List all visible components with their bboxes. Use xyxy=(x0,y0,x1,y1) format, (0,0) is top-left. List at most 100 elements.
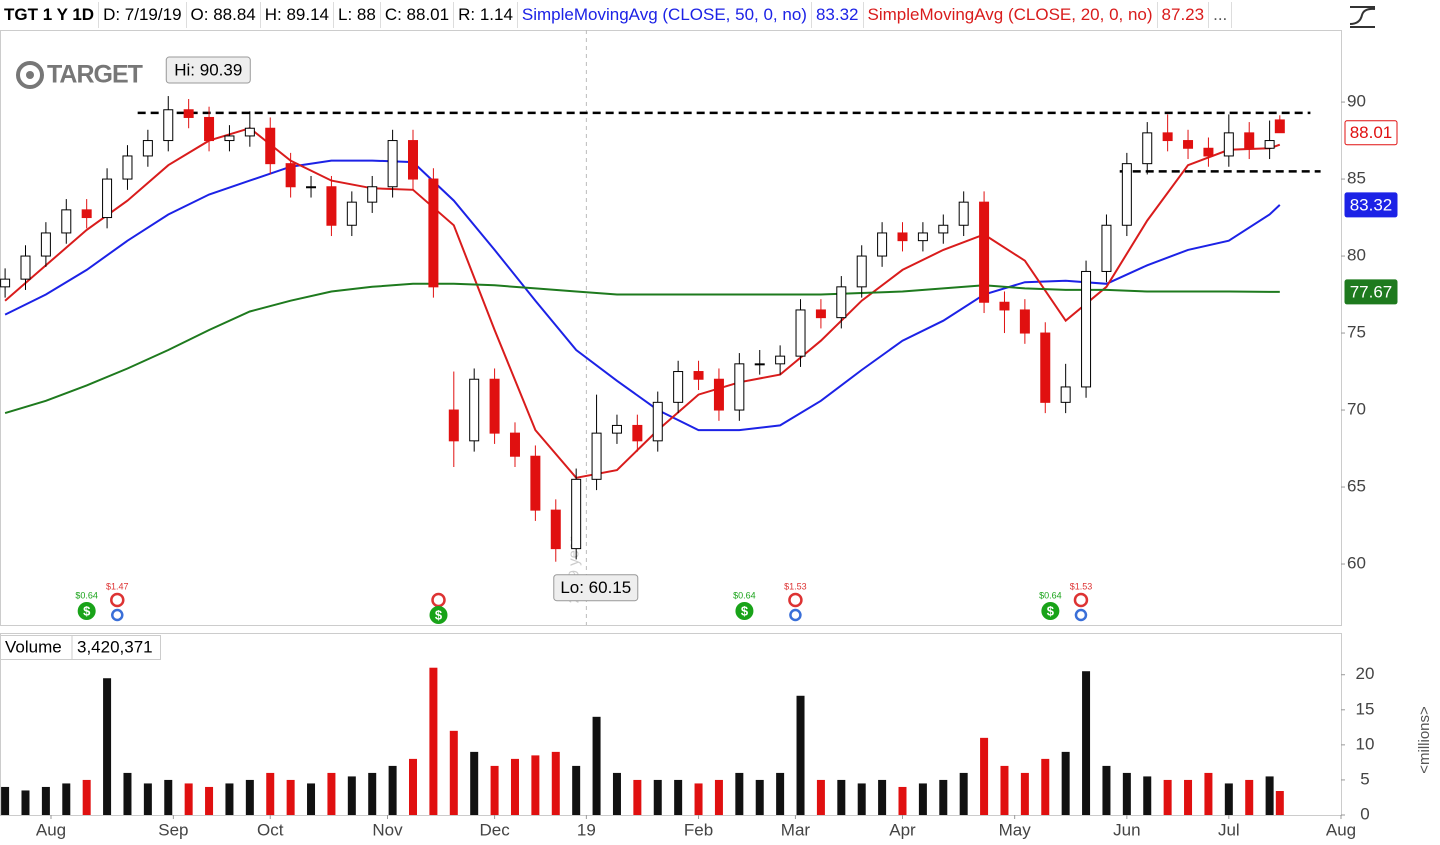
earnings-icon xyxy=(1073,592,1089,608)
volume-tick-label: 5 xyxy=(1360,769,1369,788)
event-label: $1.53 xyxy=(1070,581,1093,591)
candle-body xyxy=(591,432,602,480)
volume-bar xyxy=(633,779,642,815)
candle-body xyxy=(142,140,153,157)
candle-body xyxy=(204,116,215,142)
candle-body xyxy=(530,455,541,511)
candle-body xyxy=(550,509,561,550)
header-field: O: 88.84 xyxy=(187,2,261,28)
volume-bar xyxy=(1224,783,1233,815)
candle-body xyxy=(367,186,378,203)
candle-body xyxy=(1203,147,1214,157)
symbol: TGT 1 Y 1D xyxy=(0,2,100,28)
style-icon xyxy=(1349,6,1376,28)
volume-bar xyxy=(1143,776,1152,815)
volume-bar xyxy=(980,737,989,815)
volume-bar xyxy=(123,772,132,815)
volume-header-box xyxy=(0,635,161,660)
volume-bar xyxy=(245,779,254,815)
volume-bar xyxy=(1082,671,1091,815)
candle-body xyxy=(122,155,133,180)
volume-bar xyxy=(531,755,540,815)
volume-bar xyxy=(694,783,703,815)
candle-body xyxy=(326,186,337,226)
candle-body xyxy=(40,232,51,257)
volume-title: Volume xyxy=(5,637,62,656)
dividend-glyph: $ xyxy=(1047,603,1055,618)
volume-bar xyxy=(878,779,887,815)
volume-tick-label: 10 xyxy=(1356,734,1375,753)
volume-bar xyxy=(347,776,356,815)
volume-bar xyxy=(1102,765,1111,815)
candle-body xyxy=(1101,224,1112,272)
volume-bar xyxy=(1204,772,1213,815)
event-label: $0.64 xyxy=(733,590,756,600)
event-dividend: $ $0.64 xyxy=(75,590,98,620)
callout-text: Hi: 90.39 xyxy=(174,61,242,80)
volume-bar xyxy=(816,779,825,815)
event-dividend: $ $0.64 xyxy=(733,590,756,620)
volume-bar xyxy=(714,779,723,815)
event-earnings: $1.53 xyxy=(1070,581,1093,622)
x-tick-label: Oct xyxy=(257,820,284,839)
candle-body xyxy=(387,140,398,188)
volume-bar xyxy=(41,786,50,815)
volume-bar xyxy=(1041,758,1050,815)
candle-body xyxy=(693,371,704,380)
study-name: SimpleMovingAvg (CLOSE, 50, 0, no) xyxy=(518,2,812,28)
volume-bar xyxy=(837,779,846,815)
earnings-icon xyxy=(110,592,125,608)
volume-bar xyxy=(205,786,214,815)
candle-body xyxy=(102,178,113,219)
candle-body xyxy=(285,163,296,188)
volume-bar xyxy=(551,751,560,815)
callout-box xyxy=(553,574,639,602)
candle-body xyxy=(306,186,317,189)
volume-tick-label: 15 xyxy=(1356,699,1375,718)
event-dividend: $ xyxy=(429,606,448,624)
dividend-icon xyxy=(77,602,96,620)
logo-ring xyxy=(16,61,44,89)
event-label: $0.64 xyxy=(75,590,98,600)
volume-bar xyxy=(327,772,336,815)
earnings-bulb xyxy=(111,608,124,622)
logo-text: TARGET xyxy=(47,61,143,89)
candle-body xyxy=(163,109,174,142)
callout-text: Lo: 60.15 xyxy=(560,578,631,597)
logo: TARGET xyxy=(16,61,144,89)
header-field: C: 88.01 xyxy=(381,2,455,28)
header-field: D: 7/19/19 xyxy=(99,2,187,28)
event-label: $1.47 xyxy=(106,581,129,591)
volume-bar xyxy=(674,779,683,815)
volume-bar xyxy=(286,779,295,815)
candle-body xyxy=(1142,132,1153,165)
x-tick-label: Sep xyxy=(158,820,188,839)
dividend-icon xyxy=(429,606,448,624)
icon-curve xyxy=(1349,7,1376,25)
candle-body xyxy=(1274,119,1285,134)
x-tick-label: 19 xyxy=(577,820,596,839)
volume-axis-label: <millions> xyxy=(1416,706,1433,774)
event-earnings: $1.53 xyxy=(784,581,807,622)
dividend-icon xyxy=(1041,602,1060,620)
x-tick-label: Aug xyxy=(1326,820,1356,839)
more: ... xyxy=(1209,2,1233,28)
candle-body xyxy=(1060,386,1071,403)
candle-body xyxy=(1121,163,1132,226)
candle-body xyxy=(673,371,684,403)
candle-body xyxy=(1223,132,1234,157)
candle-body xyxy=(938,224,949,234)
volume-bar xyxy=(82,779,91,815)
volume-bar xyxy=(959,772,968,815)
candle-body xyxy=(611,424,622,434)
volume-bar xyxy=(653,779,662,815)
volume-bar xyxy=(857,783,866,815)
callout-box xyxy=(165,56,251,84)
volume-bar xyxy=(470,751,479,815)
volume-bar xyxy=(21,790,30,815)
price-panel xyxy=(0,30,1342,626)
candle-body xyxy=(734,363,745,411)
x-tick-label: Jul xyxy=(1218,820,1240,839)
earnings-bulb xyxy=(789,608,802,622)
